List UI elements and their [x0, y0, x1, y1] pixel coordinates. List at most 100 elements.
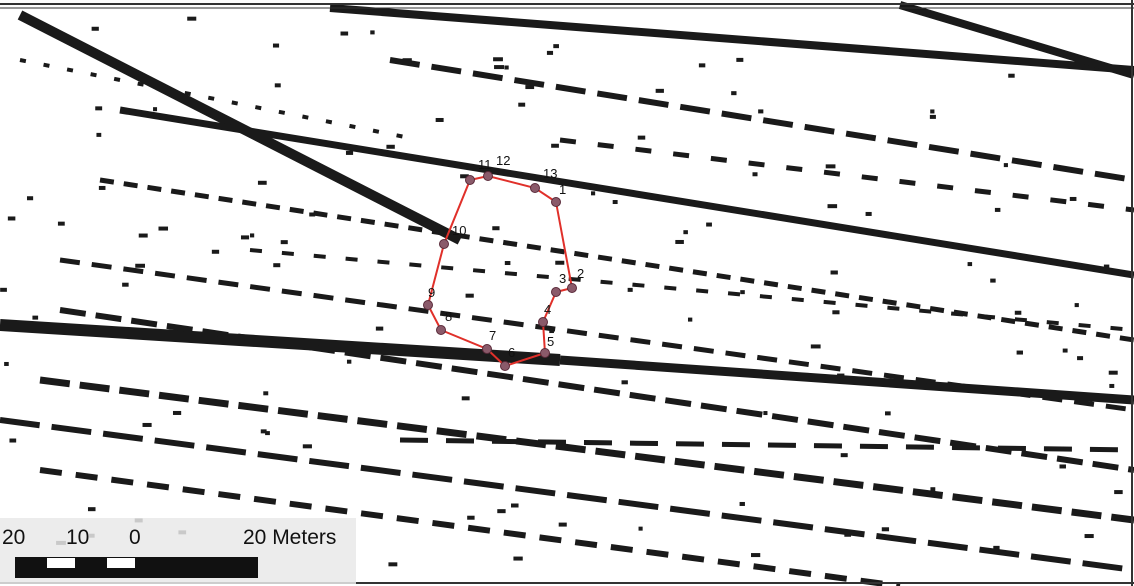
- point-label: 1: [559, 182, 566, 197]
- stripe: [39, 467, 901, 586]
- speck: [551, 143, 559, 148]
- speck: [967, 262, 973, 267]
- speck: [591, 191, 596, 196]
- speck: [513, 556, 523, 561]
- scale-segment: [107, 558, 135, 568]
- speck: [739, 501, 745, 506]
- speck: [1109, 383, 1115, 388]
- stripe: [249, 248, 1134, 332]
- speck: [518, 102, 526, 107]
- speck: [346, 359, 352, 364]
- speck: [553, 44, 559, 49]
- speck: [627, 287, 633, 292]
- speck: [525, 85, 535, 90]
- stripe: [39, 376, 1134, 524]
- point-label: 11: [478, 157, 492, 172]
- speck: [240, 235, 250, 240]
- speck: [7, 216, 16, 221]
- speck: [375, 326, 384, 331]
- stripe: [329, 4, 1134, 74]
- speck: [1014, 310, 1022, 315]
- speck: [309, 212, 316, 217]
- speck: [683, 230, 688, 235]
- scale-label: 10: [66, 526, 89, 549]
- speck: [87, 507, 96, 512]
- point-label: 10: [452, 223, 466, 238]
- speck: [655, 88, 664, 93]
- speck: [698, 63, 706, 68]
- speck: [810, 344, 821, 349]
- stripe: [59, 257, 1134, 413]
- speck: [135, 263, 145, 268]
- speck: [637, 135, 646, 140]
- speck: [263, 391, 269, 396]
- point-label: 8: [445, 309, 452, 324]
- speck: [930, 109, 935, 114]
- speck: [153, 107, 158, 112]
- survey-point: [465, 175, 475, 185]
- speck: [32, 315, 39, 320]
- speck: [844, 532, 852, 537]
- speck: [9, 438, 17, 443]
- speck: [386, 144, 395, 149]
- speck: [211, 249, 220, 254]
- speck: [994, 207, 1001, 212]
- survey-point: [482, 344, 492, 354]
- speck: [494, 65, 505, 70]
- stripe: [19, 58, 421, 142]
- point-label: 12: [496, 153, 510, 168]
- speck: [1103, 264, 1110, 269]
- point-label: 7: [489, 328, 496, 343]
- speck: [461, 396, 470, 401]
- speck: [638, 526, 643, 531]
- scale-segment: [15, 557, 258, 578]
- speck: [57, 221, 65, 226]
- speck: [549, 329, 554, 334]
- survey-point: [551, 287, 561, 297]
- speck: [370, 30, 375, 35]
- speck: [1114, 490, 1123, 495]
- speck: [98, 185, 106, 190]
- speck: [929, 114, 936, 119]
- speck: [388, 562, 398, 567]
- speck: [0, 287, 7, 292]
- scale-label: 20 Meters: [243, 526, 336, 549]
- scale-bar: 20 10 0 20 Meters: [0, 518, 356, 584]
- stripe: [59, 307, 1134, 473]
- speck: [4, 361, 9, 366]
- speck: [96, 132, 102, 137]
- scale-label: 20: [2, 526, 25, 549]
- point-label: 6: [508, 345, 515, 360]
- speck: [1077, 356, 1084, 361]
- speck: [752, 172, 758, 177]
- stripe: [119, 106, 1134, 279]
- speck: [504, 65, 509, 70]
- speck: [122, 282, 129, 287]
- speck: [751, 553, 761, 558]
- speck: [1084, 534, 1094, 539]
- speck: [257, 180, 267, 185]
- speck: [265, 431, 270, 436]
- survey-point: [439, 239, 449, 249]
- speck: [825, 164, 836, 169]
- speck: [1016, 350, 1023, 355]
- survey-point: [500, 361, 510, 371]
- speck: [142, 422, 152, 427]
- speck: [731, 91, 737, 96]
- point-label: 3: [559, 271, 566, 286]
- speck: [740, 290, 745, 295]
- survey-point: [540, 348, 550, 358]
- speck: [990, 278, 996, 283]
- stripe: [0, 417, 1134, 573]
- point-label: 13: [543, 166, 557, 181]
- stripe: [559, 355, 1134, 405]
- speck: [558, 522, 567, 527]
- point-label: 2: [577, 266, 584, 281]
- speck: [511, 503, 519, 508]
- speck: [827, 204, 838, 209]
- scale-label: 0: [129, 526, 141, 549]
- speck: [675, 239, 684, 244]
- speck: [621, 380, 628, 385]
